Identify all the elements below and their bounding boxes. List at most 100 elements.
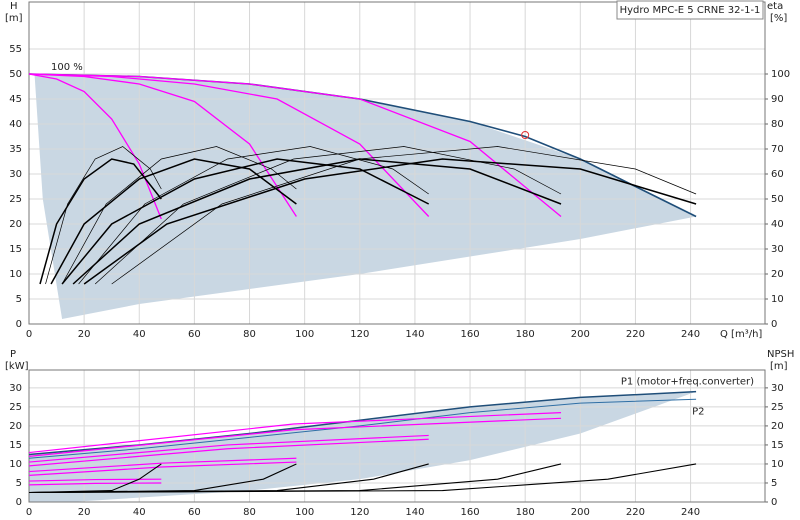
y2-tick-label: 5 [771, 478, 777, 489]
y2-tick-label: 0 [771, 319, 777, 330]
y-tick-label: 25 [9, 194, 22, 205]
y-tick-label: 40 [9, 119, 22, 130]
curve [28, 482, 162, 486]
x-tick-label: 40 [133, 329, 146, 340]
y-tick-label: 15 [9, 244, 22, 255]
y2-tick-label: 30 [771, 244, 784, 255]
y2-tick-label: 100 [771, 69, 790, 80]
curve [28, 457, 297, 473]
y2-tick-label: 30 [771, 383, 784, 394]
y-tick-label: 20 [9, 421, 22, 432]
curve [39, 158, 162, 285]
y-tick-label: 0 [16, 497, 22, 508]
y-tick-label: 5 [16, 478, 22, 489]
y-tick-label: 50 [9, 69, 22, 80]
x-tick-label: 140 [405, 507, 424, 518]
plot-frame [28, 369, 766, 503]
y-tick-label: 10 [9, 459, 22, 470]
x-tick-label: 20 [78, 507, 91, 518]
series-label: P1 (motor+freq.converter) [621, 377, 754, 388]
x-tick-label: 80 [243, 507, 256, 518]
y-tick-label: 10 [9, 269, 22, 280]
curve [45, 146, 162, 285]
curve [28, 438, 429, 467]
curve [28, 461, 297, 476]
y2-tick-label: 10 [771, 294, 784, 305]
x-tick-label: 80 [243, 329, 256, 340]
y2-axis-label: NPSH [767, 349, 794, 360]
y2-tick-label: 60 [771, 169, 784, 180]
y-axis-label: P [10, 349, 16, 360]
y-tick-label: 5 [16, 294, 22, 305]
x-tick-label: 0 [26, 329, 32, 340]
y2-tick-label: 15 [771, 440, 784, 451]
curve [61, 158, 430, 285]
x-tick-label: 180 [516, 507, 535, 518]
operating-area [29, 74, 697, 319]
y-tick-label: 20 [9, 219, 22, 230]
y-tick-label: 35 [9, 144, 22, 155]
x-tick-label: 100 [295, 507, 314, 518]
curve [111, 146, 697, 285]
curve [28, 434, 429, 463]
curve [28, 73, 562, 218]
x-axis-label: Q [m³/h] [720, 329, 762, 340]
y-tick-label: 0 [16, 319, 22, 330]
y2-tick-label: 25 [771, 402, 784, 413]
x-tick-label: 0 [26, 507, 32, 518]
x-tick-label: 60 [188, 507, 201, 518]
x-tick-label: 40 [133, 507, 146, 518]
duty-point [521, 131, 530, 139]
y2-tick-label: 50 [771, 194, 784, 205]
y2-tick-label: 80 [771, 119, 784, 130]
x-tick-label: 160 [461, 507, 480, 518]
y2-axis-label: eta [767, 1, 783, 12]
y-tick-label: 30 [9, 383, 22, 394]
curve [28, 73, 162, 220]
x-tick-label: 240 [681, 507, 700, 518]
x-tick-label: 140 [405, 329, 424, 340]
x-tick-label: 100 [295, 329, 314, 340]
curve [50, 158, 297, 285]
chart-title: Hydro MPC-E 5 CRNE 32-1-1 [620, 5, 761, 16]
x-tick-label: 220 [626, 329, 645, 340]
curve [78, 146, 429, 285]
y2-axis-unit: [%] [770, 13, 787, 24]
y2-tick-label: 10 [771, 459, 784, 470]
y-axis-label: H [10, 1, 18, 12]
y-tick-label: 55 [9, 44, 22, 55]
curve [28, 417, 562, 457]
y2-tick-label: 20 [771, 421, 784, 432]
x-tick-label: 180 [516, 329, 535, 340]
y2-tick-label: 20 [771, 269, 784, 280]
y-tick-label: 30 [9, 169, 22, 180]
series-label: 100 % [51, 62, 83, 73]
curve [83, 158, 697, 285]
curve [28, 463, 697, 494]
x-tick-label: 20 [78, 329, 91, 340]
y2-tick-label: 40 [771, 219, 784, 230]
y2-tick-label: 70 [771, 144, 784, 155]
y-tick-label: 45 [9, 94, 22, 105]
y2-tick-label: 90 [771, 94, 784, 105]
y-tick-label: 15 [9, 440, 22, 451]
series-label: P2 [692, 406, 704, 417]
x-tick-label: 200 [571, 507, 590, 518]
title-box [616, 0, 764, 20]
y2-axis-unit: [m] [770, 361, 788, 372]
plot-frame [28, 1, 766, 325]
x-tick-label: 160 [461, 329, 480, 340]
curve [28, 73, 297, 217]
curve [72, 158, 562, 285]
curve [28, 412, 562, 454]
y-tick-label: 25 [9, 402, 22, 413]
x-tick-label: 220 [626, 507, 645, 518]
x-tick-label: 240 [681, 329, 700, 340]
curve [94, 146, 562, 285]
y-axis-unit: [kW] [5, 361, 29, 372]
x-tick-label: 120 [350, 329, 369, 340]
curve [28, 398, 697, 459]
x-tick-label: 60 [188, 329, 201, 340]
y-axis-unit: [m] [5, 13, 23, 24]
y2-tick-label: 0 [771, 497, 777, 508]
